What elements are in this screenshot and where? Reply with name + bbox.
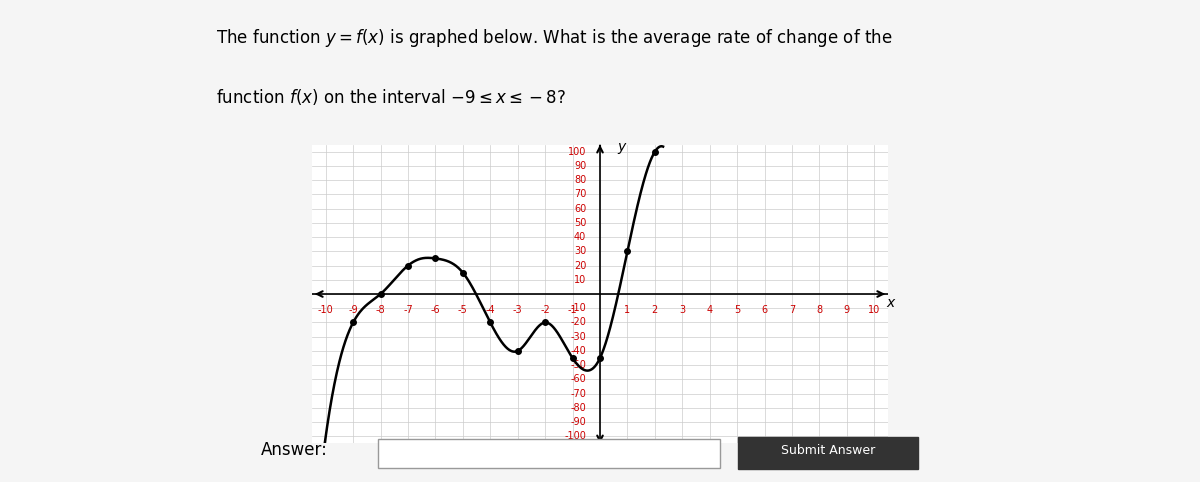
Text: -70: -70 (570, 388, 587, 399)
FancyBboxPatch shape (738, 438, 918, 469)
Text: -8: -8 (376, 306, 385, 315)
FancyBboxPatch shape (378, 439, 720, 468)
Text: The function $y = f(x)$ is graphed below. What is the average rate of change of : The function $y = f(x)$ is graphed below… (216, 27, 893, 49)
Text: 10: 10 (574, 275, 587, 285)
Text: -1: -1 (568, 306, 577, 315)
Text: 30: 30 (574, 246, 587, 256)
Text: -90: -90 (570, 417, 587, 427)
Text: 50: 50 (574, 218, 587, 228)
Text: -3: -3 (512, 306, 522, 315)
Text: -100: -100 (564, 431, 587, 442)
Text: -7: -7 (403, 306, 413, 315)
Text: 60: 60 (574, 203, 587, 214)
Text: function $f(x)$ on the interval $-9 \leq x \leq -8$?: function $f(x)$ on the interval $-9 \leq… (216, 87, 566, 107)
Text: -20: -20 (570, 318, 587, 327)
Text: -5: -5 (458, 306, 468, 315)
Text: -6: -6 (431, 306, 440, 315)
Text: 80: 80 (574, 175, 587, 185)
Text: -30: -30 (570, 332, 587, 342)
Text: 3: 3 (679, 306, 685, 315)
Text: 7: 7 (788, 306, 796, 315)
Text: -50: -50 (570, 360, 587, 370)
Text: 8: 8 (816, 306, 822, 315)
Text: -2: -2 (540, 306, 550, 315)
Text: 90: 90 (574, 161, 587, 171)
Text: -10: -10 (318, 306, 334, 315)
Text: 100: 100 (568, 147, 587, 157)
Text: 6: 6 (762, 306, 768, 315)
Text: x: x (887, 295, 895, 309)
Text: 4: 4 (707, 306, 713, 315)
Text: 40: 40 (574, 232, 587, 242)
Text: -80: -80 (570, 403, 587, 413)
Text: 70: 70 (574, 189, 587, 200)
Text: 2: 2 (652, 306, 658, 315)
Text: -9: -9 (348, 306, 358, 315)
Text: 5: 5 (734, 306, 740, 315)
Text: Submit Answer: Submit Answer (781, 444, 875, 456)
Text: -4: -4 (486, 306, 496, 315)
Text: -10: -10 (570, 303, 587, 313)
Text: -60: -60 (570, 375, 587, 385)
Text: 20: 20 (574, 261, 587, 270)
Text: 10: 10 (868, 306, 881, 315)
Text: y: y (618, 140, 626, 154)
Text: Answer:: Answer: (262, 441, 328, 459)
Text: 1: 1 (624, 306, 630, 315)
Text: -40: -40 (570, 346, 587, 356)
Text: 9: 9 (844, 306, 850, 315)
